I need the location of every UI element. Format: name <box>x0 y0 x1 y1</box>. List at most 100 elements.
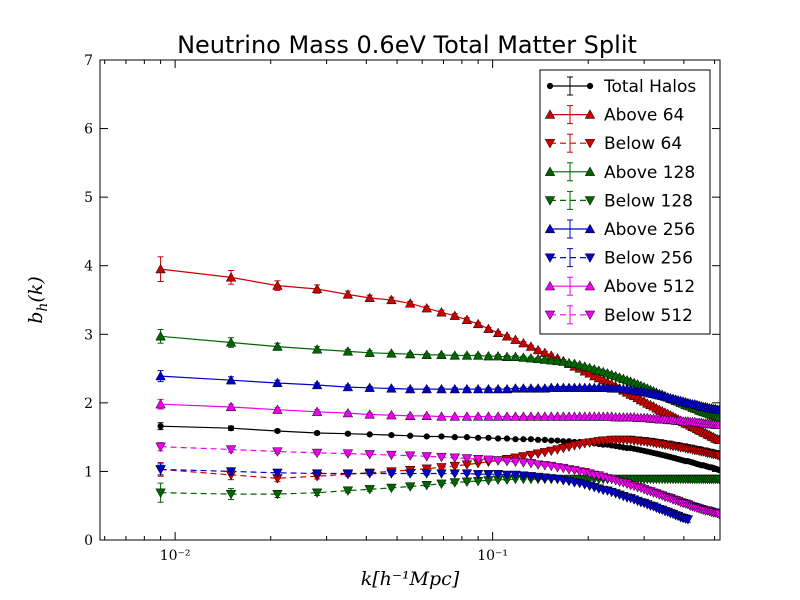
data-point <box>510 383 521 393</box>
legend-marker <box>544 253 556 263</box>
data-point <box>314 429 321 437</box>
data-point <box>364 347 375 357</box>
data-point <box>539 448 551 458</box>
data-point <box>472 318 484 329</box>
data-point <box>554 437 561 444</box>
data-point <box>272 404 283 414</box>
data-point <box>483 350 494 361</box>
data-point <box>311 469 323 479</box>
data-point <box>510 411 521 421</box>
legend-label: Below 128 <box>604 191 693 211</box>
data-point <box>492 383 504 394</box>
data-point <box>532 383 544 393</box>
data-point <box>342 346 354 356</box>
data-point <box>525 411 537 421</box>
data-point <box>225 374 237 385</box>
data-point <box>423 433 430 440</box>
data-point <box>449 453 461 464</box>
legend-label: Above 512 <box>604 277 695 297</box>
legend-item-above-256: Above 256 <box>544 219 695 240</box>
data-point <box>518 452 529 462</box>
data-point <box>421 410 432 420</box>
legend-marker <box>584 223 596 234</box>
legend-item-above-64: Above 64 <box>544 105 684 126</box>
legend-label: Above 128 <box>604 163 695 183</box>
data-point <box>436 479 447 490</box>
data-point <box>342 486 354 496</box>
x-tick-label: 10⁻² <box>160 548 191 564</box>
data-point <box>532 460 544 470</box>
data-point <box>421 481 432 491</box>
data-point <box>311 488 323 499</box>
data-point <box>342 449 354 459</box>
data-point <box>436 307 447 317</box>
data-point <box>461 350 473 360</box>
data-point <box>534 436 542 443</box>
data-point <box>713 451 720 461</box>
data-point <box>461 383 473 394</box>
legend-marker <box>584 109 596 119</box>
data-point <box>472 411 484 421</box>
data-point <box>492 470 504 480</box>
data-point <box>364 382 375 392</box>
data-point <box>407 432 414 439</box>
data-point <box>518 352 529 362</box>
data-point <box>157 423 164 430</box>
legend-label: Below 256 <box>604 249 693 269</box>
data-point <box>386 483 397 494</box>
data-point <box>532 411 544 421</box>
legend: Total Halos Above 64 Below 64 Above 128 Belo… <box>539 69 711 335</box>
series-below-256 <box>155 463 694 525</box>
data-point <box>541 436 548 443</box>
data-point <box>364 409 375 419</box>
y-tick-label: 4 <box>84 259 93 275</box>
y-tick-label: 3 <box>84 327 93 343</box>
data-point <box>510 470 521 481</box>
data-point <box>539 411 551 421</box>
data-point <box>501 383 513 394</box>
data-point <box>421 452 432 462</box>
data-point <box>451 434 458 441</box>
data-point <box>436 469 447 479</box>
legend-item-above-128: Above 128 <box>544 162 695 183</box>
data-point <box>386 469 397 479</box>
data-point <box>342 289 354 299</box>
data-point <box>436 349 447 359</box>
data-point <box>525 341 537 351</box>
legend-item-below-64: Below 64 <box>544 133 682 154</box>
legend-marker <box>544 166 556 176</box>
legend-marker <box>584 310 596 321</box>
data-point <box>436 463 447 473</box>
x-axis-label: k[h⁻¹Mpc] <box>361 568 460 590</box>
data-point <box>713 419 720 429</box>
data-point <box>494 435 502 442</box>
data-point <box>713 434 720 444</box>
series-below-512 <box>155 442 720 520</box>
series-above-256 <box>155 370 720 414</box>
data-point <box>475 434 482 441</box>
series-above-64 <box>155 256 720 444</box>
data-point <box>510 457 521 468</box>
data-point <box>225 467 237 477</box>
data-point <box>483 470 494 480</box>
data-point <box>274 427 281 435</box>
data-point <box>404 482 416 492</box>
data-point <box>404 451 416 461</box>
data-point <box>311 448 323 459</box>
data-point <box>311 344 323 354</box>
legend-marker <box>546 82 554 90</box>
data-point <box>472 383 484 394</box>
data-point <box>518 411 529 421</box>
data-point <box>155 442 166 453</box>
data-point <box>449 469 461 479</box>
data-point <box>492 350 504 361</box>
data-point <box>436 452 447 463</box>
data-point <box>449 411 461 421</box>
data-point <box>682 515 694 525</box>
data-point <box>485 434 492 441</box>
data-point <box>558 444 569 454</box>
data-point <box>713 474 720 485</box>
legend-label: Above 64 <box>604 106 684 126</box>
data-point <box>344 430 351 437</box>
legend-marker <box>544 310 556 321</box>
